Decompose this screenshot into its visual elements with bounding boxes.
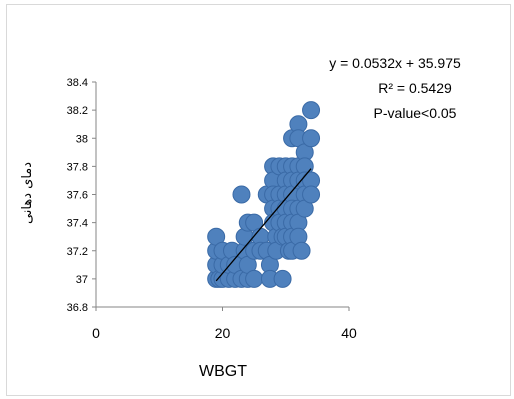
- pvalue-text: P-value<0.05: [374, 105, 457, 121]
- y-tick-label: 37.4: [67, 218, 88, 230]
- y-tick-label: 37.6: [67, 190, 88, 202]
- y-tick-label: 37.2: [67, 246, 88, 258]
- data-point: [273, 269, 292, 288]
- data-point: [302, 185, 321, 204]
- y-tick-label: 36.8: [67, 302, 88, 314]
- y-tick-label: 38.4: [67, 77, 88, 89]
- data-point: [232, 185, 251, 204]
- data-point: [302, 101, 321, 120]
- y-tick-label: 38: [76, 133, 88, 145]
- r2-text: R² = 0.5429: [378, 80, 452, 96]
- plot-area: 36.8 37 37.2 37.4 37.6 37.8 38 38.2 38.4 0 20 40: [67, 77, 357, 341]
- x-axis-label: WBGT: [199, 363, 247, 380]
- eq-text: y = 0.0532x + 35.975: [329, 55, 461, 71]
- x-tick-label: 20: [215, 325, 231, 341]
- data-point: [302, 129, 321, 148]
- y-axis-label: دمای دهانی: [20, 162, 35, 224]
- y-tick-label: 37: [76, 274, 88, 286]
- data-point: [292, 241, 311, 260]
- trendline: [215, 168, 312, 282]
- x-tick-label: 40: [341, 325, 357, 341]
- chart-frame: [6, 4, 511, 396]
- y-tick-label: 38.2: [67, 105, 88, 117]
- data-point: [245, 269, 264, 288]
- y-tick-label: 37.8: [67, 161, 88, 173]
- x-tick-label: 0: [92, 325, 100, 341]
